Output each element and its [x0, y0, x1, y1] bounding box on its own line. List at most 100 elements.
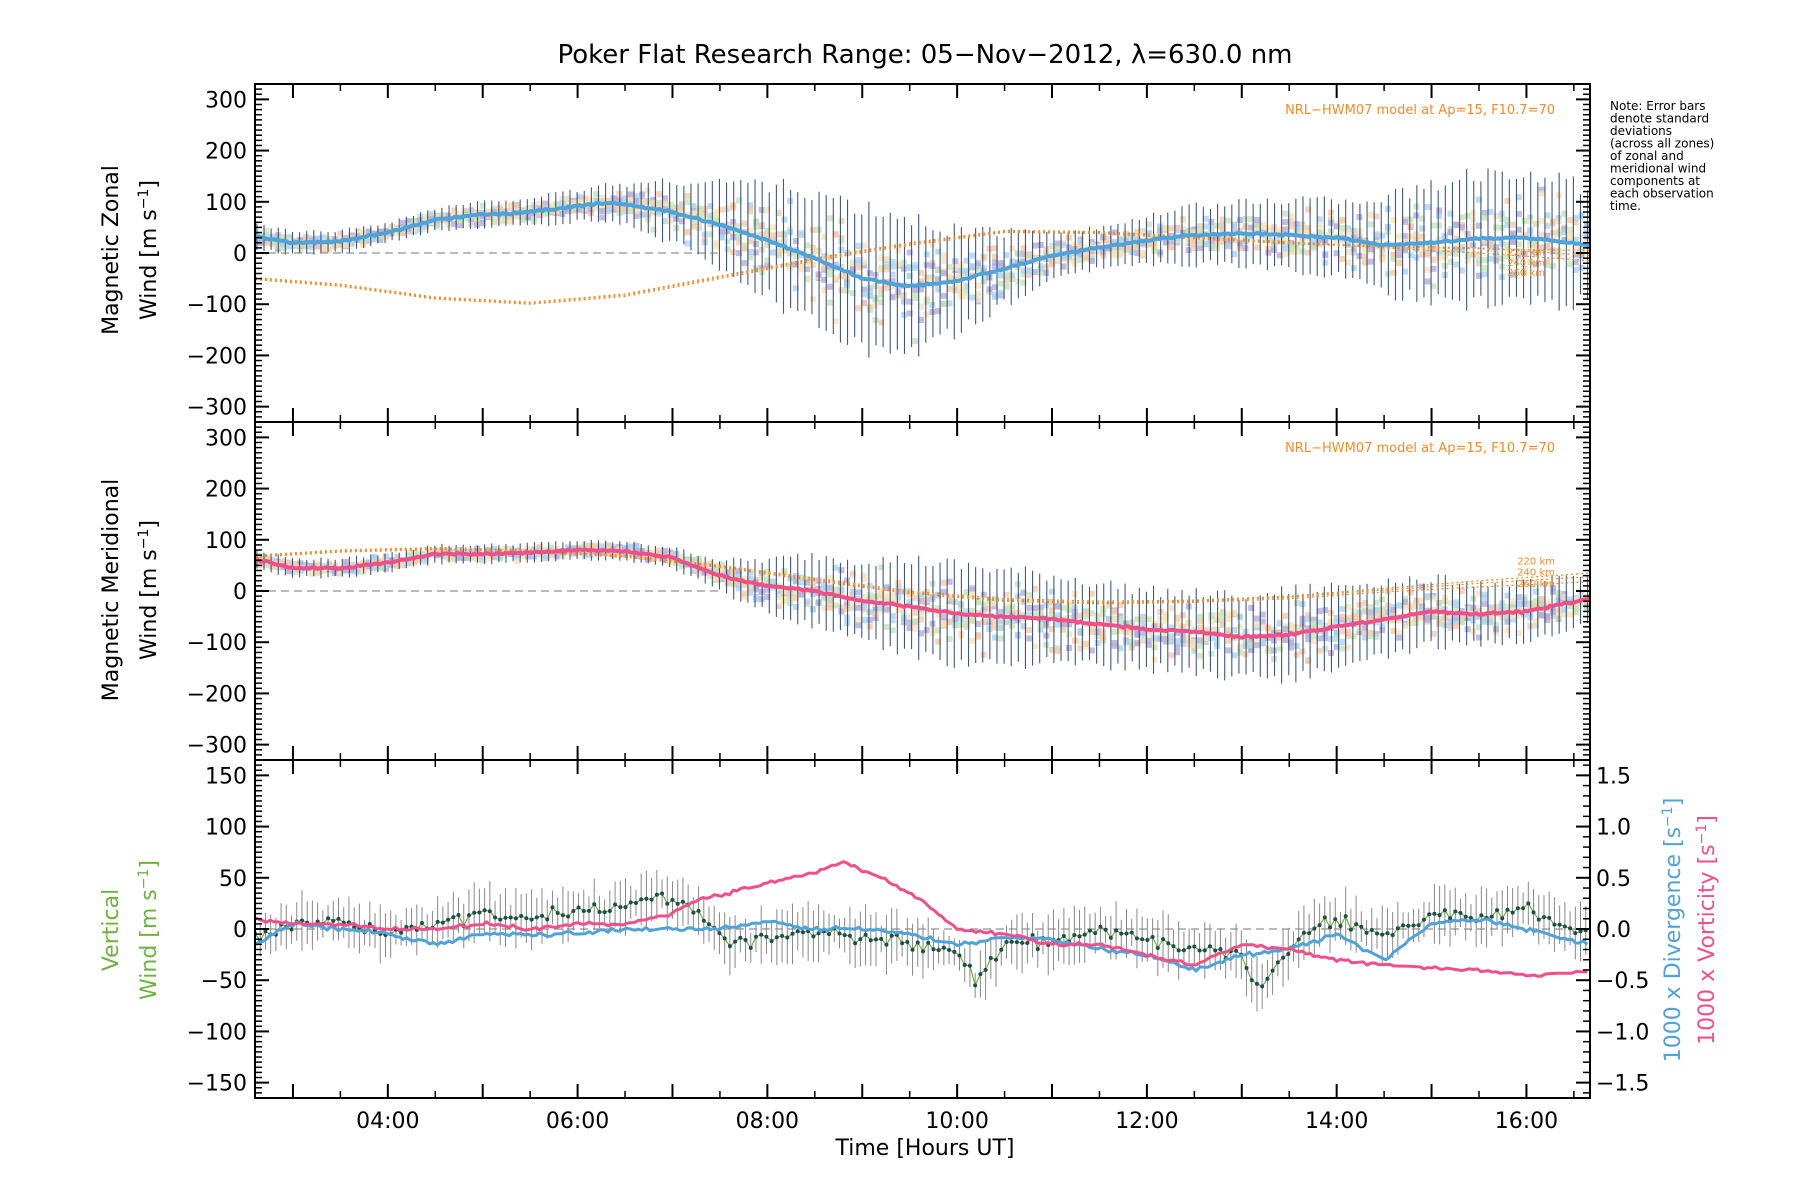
scatter-point	[1253, 642, 1260, 649]
scatter-point	[1373, 237, 1380, 244]
scatter-point	[286, 243, 293, 250]
y2-tick-label: 1.5	[1596, 764, 1631, 789]
scatter-point	[1219, 620, 1226, 627]
scatter-point	[1339, 224, 1346, 231]
y-tick-label: 300	[205, 426, 247, 451]
scatter-point	[326, 245, 333, 252]
scatter-point	[1458, 224, 1465, 231]
vertical-wind-point	[654, 892, 659, 897]
scatter-point	[906, 264, 913, 271]
vertical-wind-point	[639, 897, 644, 902]
scatter-point	[1475, 258, 1482, 265]
scatter-point	[1009, 275, 1016, 282]
vertical-wind-point	[978, 972, 983, 977]
scatter-point	[878, 604, 885, 611]
scatter-point	[599, 543, 606, 550]
scatter-point	[969, 591, 976, 598]
scatter-point	[826, 271, 833, 278]
scatter-point	[1561, 591, 1568, 598]
scatter-point	[883, 266, 890, 273]
scatter-point	[804, 260, 811, 267]
vertical-wind-point	[1061, 933, 1066, 938]
scatter-point	[1105, 235, 1112, 242]
scatter-point	[832, 564, 839, 571]
scatter-point	[883, 255, 890, 262]
scatter-point	[1504, 253, 1511, 260]
scatter-point	[855, 616, 862, 623]
vertical-wind-point	[1395, 926, 1400, 931]
scatter-point	[468, 215, 475, 222]
scatter-point	[650, 202, 657, 209]
scatter-point	[952, 598, 959, 605]
scatter-point	[1390, 252, 1397, 259]
scatter-point	[1288, 218, 1295, 225]
scatter-point	[997, 272, 1004, 279]
scatter-point	[496, 217, 503, 224]
scatter-point	[855, 604, 862, 611]
scatter-point	[1174, 224, 1181, 231]
vertical-wind-point	[1296, 937, 1301, 942]
vertical-wind-point	[1197, 948, 1202, 953]
scatter-point	[1026, 626, 1033, 633]
vertical-wind-point	[1479, 913, 1484, 918]
scatter-point	[639, 547, 646, 554]
scatter-point	[1436, 207, 1443, 214]
vertical-wind-point	[910, 947, 915, 952]
scatter-point	[1424, 266, 1431, 273]
scatter-point	[1515, 226, 1522, 233]
scatter-point	[1077, 251, 1084, 258]
scatter-point	[365, 559, 372, 566]
scatter-point	[1322, 622, 1329, 629]
scatter-point	[536, 210, 543, 217]
scatter-point	[1088, 647, 1095, 654]
vertical-wind-point	[847, 933, 852, 938]
scatter-point	[963, 288, 970, 295]
scatter-point	[1168, 244, 1175, 251]
scatter-point	[1475, 624, 1482, 631]
scatter-point	[752, 586, 759, 593]
scatter-point	[992, 600, 999, 607]
scatter-point	[1077, 612, 1084, 619]
scatter-point	[804, 242, 811, 249]
scatter-point	[946, 578, 953, 585]
scatter-point	[1350, 608, 1357, 615]
mean-line	[255, 547, 1590, 640]
scatter-point	[1134, 236, 1141, 243]
scatter-point	[1544, 258, 1551, 265]
scatter-point	[1305, 206, 1312, 213]
vertical-wind-point	[1145, 937, 1150, 942]
vertical-wind-point	[1385, 931, 1390, 936]
scatter-point	[553, 208, 560, 215]
scatter-point	[906, 591, 913, 598]
scatter-point	[422, 557, 429, 564]
scatter-point	[1305, 249, 1312, 256]
scatter-point	[1379, 256, 1386, 263]
scatter-point	[1077, 638, 1084, 645]
scatter-point	[1145, 241, 1152, 248]
scatter-point	[1544, 222, 1551, 229]
vertical-wind-point	[1213, 948, 1218, 953]
scatter-point	[656, 191, 663, 198]
scatter-point	[826, 215, 833, 222]
scatter-point	[1396, 260, 1403, 267]
scatter-point	[969, 585, 976, 592]
scatter-point	[1436, 605, 1443, 612]
scatter-point	[906, 588, 913, 595]
vertical-wind-point	[1004, 940, 1009, 945]
scatter-point	[1191, 245, 1198, 252]
scatter-point	[826, 604, 833, 611]
scatter-point	[1464, 605, 1471, 612]
scatter-point	[809, 244, 816, 251]
scatter-point	[604, 542, 611, 549]
scatter-point	[1179, 226, 1186, 233]
scatter-point	[906, 249, 913, 256]
vertical-wind-point	[1134, 936, 1139, 941]
model-curve	[255, 547, 1590, 604]
scatter-point	[536, 200, 543, 207]
scatter-point	[878, 264, 885, 271]
vertical-wind-point	[1260, 984, 1265, 989]
scatter-point	[1458, 214, 1465, 221]
vertical-wind-point	[602, 910, 607, 915]
scatter-point	[1419, 597, 1426, 604]
scatter-point	[1362, 630, 1369, 637]
